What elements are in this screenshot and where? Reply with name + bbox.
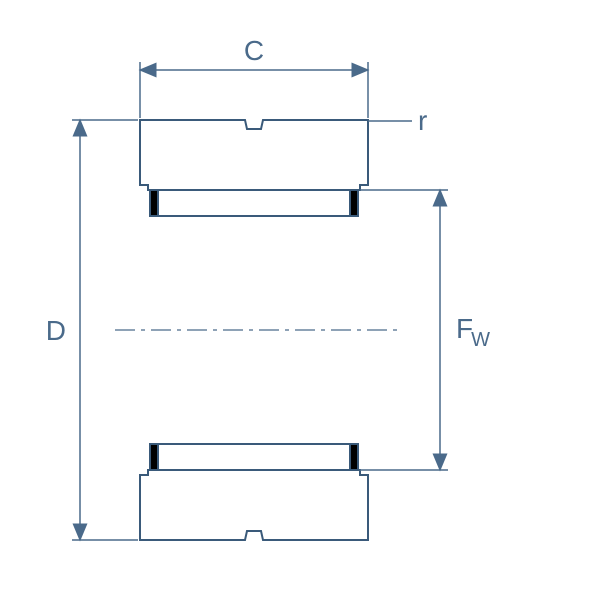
dimension-C: C bbox=[140, 35, 368, 118]
roller-upper bbox=[150, 190, 358, 216]
label-C: C bbox=[244, 35, 264, 66]
outer-ring-lower bbox=[140, 470, 368, 540]
label-Fw: FW bbox=[456, 313, 490, 351]
dimension-r: r bbox=[368, 105, 427, 136]
outer-ring-upper bbox=[140, 120, 368, 190]
bearing-section-diagram: C D FW r bbox=[0, 0, 600, 600]
label-r: r bbox=[418, 105, 427, 136]
label-D: D bbox=[46, 315, 66, 346]
roller-lower bbox=[150, 444, 358, 470]
